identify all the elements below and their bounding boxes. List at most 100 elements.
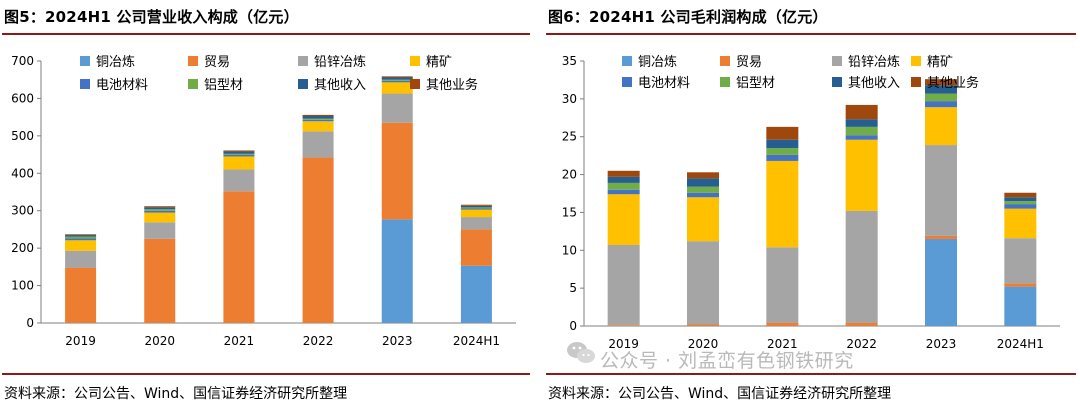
y-tick-label: 600 [11, 91, 34, 105]
y-tick-label: 700 [11, 54, 34, 68]
x-tick-label: 2020 [688, 337, 719, 351]
bar-segment [845, 104, 878, 120]
legend-label: 贸易 [736, 55, 762, 70]
bar-segment [381, 219, 413, 323]
bar-segment [766, 126, 799, 140]
legend-label: 其他业务 [927, 75, 979, 91]
bar-segment [687, 197, 719, 242]
bar-segment [925, 235, 957, 239]
legend-label: 铅锌冶炼 [848, 55, 900, 70]
bar-segment [845, 119, 878, 127]
bar-segment [65, 267, 97, 323]
bar-segment [607, 189, 640, 195]
legend-swatch [622, 77, 632, 87]
bar-segment [925, 93, 957, 102]
right-source-note: 资料来源：公司公告、Wind、国信证券经济研究所整理 [548, 386, 892, 402]
bar-segment [845, 139, 878, 211]
bar-segment [65, 234, 97, 236]
bar-segment [460, 265, 492, 323]
x-tick-label: 2021 [224, 334, 255, 348]
legend-swatch [188, 56, 198, 66]
bar-segment [1004, 208, 1037, 239]
right-gross-profit-chart: 0 5 10 15 20 25 30 35 2019 2020 2021 2022 2023 2024H1… [562, 54, 1060, 351]
bar-segment [925, 145, 957, 236]
bar-segment [925, 79, 957, 86]
bar-segment [766, 322, 799, 326]
bar-segment [687, 172, 719, 179]
bar-segment [223, 191, 255, 323]
bar-segment [223, 156, 255, 170]
bar-segment [144, 206, 176, 208]
legend-label: 其他业务 [426, 77, 478, 93]
left-source-note: 资料来源：公司公告、Wind、国信证券经济研究所整理 [4, 386, 348, 402]
bar-segment [845, 135, 878, 140]
bar-segment [302, 121, 334, 132]
bar-segment [607, 176, 640, 183]
bar-segment [1004, 204, 1037, 209]
x-tick-label: 2022 [303, 334, 334, 348]
x-tick-label: 2024H1 [453, 334, 500, 348]
legend-swatch [622, 56, 632, 66]
bar-segment [925, 85, 957, 94]
x-tick-label: 2019 [65, 334, 96, 348]
right-chart-title: 图6：2024H1 公司毛利润构成（亿元） [548, 8, 828, 26]
y-tick-label: 25 [562, 130, 577, 144]
bar-segment [223, 154, 255, 157]
legend-swatch [720, 56, 730, 66]
bar-segment [302, 116, 334, 119]
legend-swatch [298, 79, 308, 89]
y-tick-label: 500 [11, 129, 34, 143]
bar-segment [687, 186, 719, 193]
bar-segment [845, 210, 878, 323]
bar-segment [381, 122, 413, 220]
legend-label: 铜冶炼 [96, 55, 135, 70]
bar-segment [460, 208, 492, 210]
bar-segment [223, 169, 255, 192]
x-tick-label: 2023 [382, 334, 413, 348]
watermark: 公众号 · 刘孟峦有色钢铁研究 [600, 350, 854, 372]
bar-segment [925, 101, 957, 108]
bar-segment [223, 151, 255, 154]
y-tick-label: 400 [11, 166, 34, 180]
bar-segment [687, 324, 719, 326]
y-tick-label: 100 [11, 279, 34, 293]
right-top-rule [546, 33, 1076, 35]
bar-segment [302, 119, 334, 122]
bar-segment [302, 157, 334, 323]
bar-segment [1004, 201, 1037, 205]
bar-segment [460, 205, 492, 208]
left-chart-title: 图5：2024H1 公司营业收入构成（亿元） [4, 8, 299, 26]
legend-label: 贸易 [204, 55, 230, 70]
legend-swatch [410, 56, 420, 66]
bar-segment [1004, 283, 1037, 287]
bar-segment [381, 93, 413, 123]
bar-segment [766, 154, 799, 161]
bar-segment [460, 207, 492, 209]
y-tick-label: 30 [562, 92, 577, 106]
left-revenue-chart: 0 100 200 300 400 500 600 700 2019 2020 2021 2022 20… [11, 54, 516, 348]
bar-segment [607, 182, 640, 190]
y-tick-label: 20 [562, 168, 577, 182]
legend-label: 其他收入 [848, 76, 900, 91]
legend-swatch [188, 79, 198, 89]
bar-segment [144, 238, 176, 323]
wechat-icon [567, 342, 595, 363]
x-tick-label: 2024H1 [997, 337, 1044, 351]
bar-segment [925, 238, 957, 326]
bar-segment [144, 222, 176, 239]
bar-segment [144, 209, 176, 211]
bar-segment [607, 194, 640, 245]
bar-segment [381, 77, 413, 80]
bar-segment [607, 244, 640, 326]
legend-swatch [720, 77, 730, 87]
bar-segment [607, 170, 640, 177]
x-tick-label: 2023 [926, 337, 957, 351]
bar-segment [65, 250, 97, 268]
bar-segment [460, 217, 492, 230]
bar-segment [1004, 192, 1037, 198]
legend-label: 精矿 [426, 55, 452, 70]
bar-segment [65, 236, 97, 239]
x-tick-label: 2022 [846, 337, 877, 351]
left-top-rule [2, 33, 530, 35]
bar-segment [687, 241, 719, 325]
